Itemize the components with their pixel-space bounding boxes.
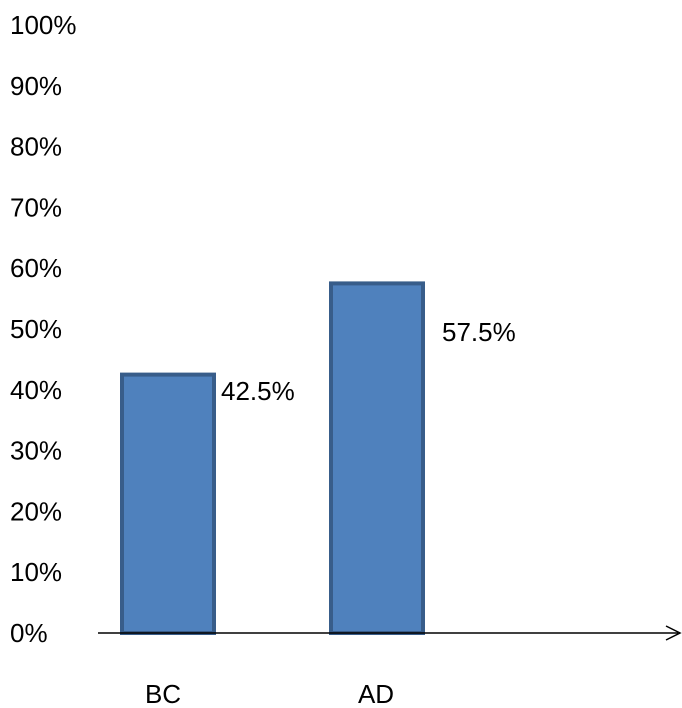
- data-label-bc: 42.5%: [221, 376, 295, 406]
- data-labels: 42.5% 57.5%: [221, 317, 516, 406]
- x-tick-label: AD: [358, 679, 394, 708]
- y-tick-label: 0%: [10, 618, 48, 648]
- y-tick-label: 30%: [10, 436, 62, 466]
- x-tick-label: BC: [145, 679, 181, 708]
- bars: [120, 281, 425, 635]
- y-tick-label: 80%: [10, 132, 62, 162]
- y-axis-tick-labels: 0% 10% 20% 30% 40% 50% 60% 70% 80% 90% 100%: [10, 10, 77, 648]
- y-tick-label: 10%: [10, 557, 62, 587]
- data-label-ad: 57.5%: [442, 317, 516, 347]
- y-tick-label: 40%: [10, 375, 62, 405]
- x-axis-tick-labels: BC AD: [145, 679, 394, 708]
- y-tick-label: 60%: [10, 253, 62, 283]
- y-tick-label: 100%: [10, 10, 77, 40]
- x-axis: [98, 625, 682, 641]
- y-tick-label: 50%: [10, 314, 62, 344]
- y-tick-label: 90%: [10, 71, 62, 101]
- y-tick-label: 70%: [10, 192, 62, 222]
- bar-bc: [120, 372, 216, 635]
- bar-ad: [329, 281, 425, 635]
- x-axis-arrowhead: [665, 625, 682, 641]
- y-tick-label: 20%: [10, 496, 62, 526]
